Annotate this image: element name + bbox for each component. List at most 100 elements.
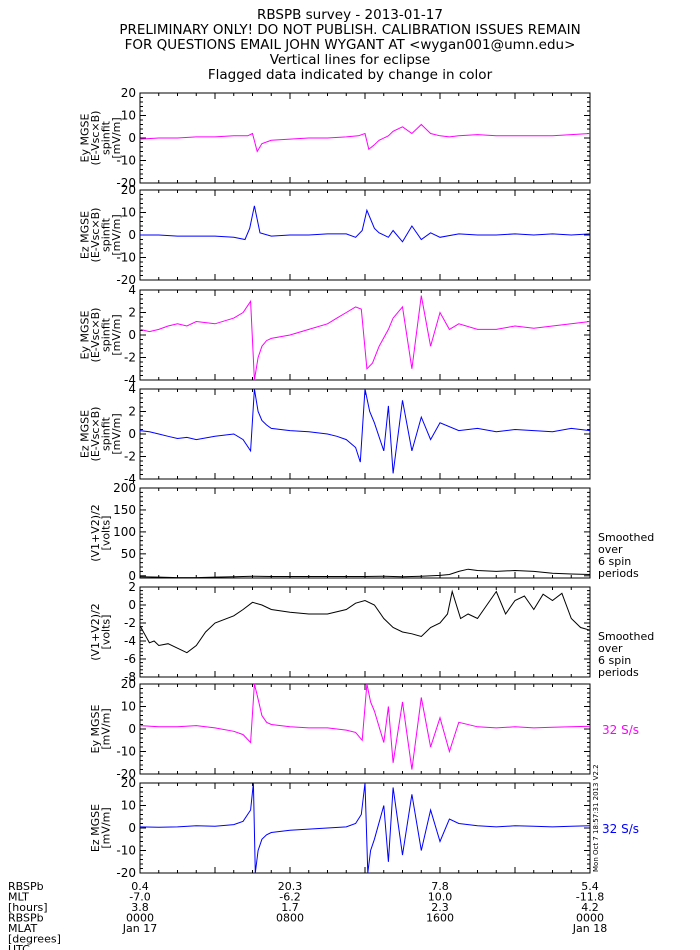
y-tick-label: 200 (113, 481, 136, 495)
title-line-3: FOR QUESTIONS EMAIL JOHN WYGANT AT <wyga… (124, 37, 576, 53)
y-axis-label-line: (E-Vsc×B) (89, 407, 102, 462)
panel-side-label: 32 S/s (602, 723, 639, 737)
panel-frame (139, 189, 591, 281)
panel-side-label: periods (598, 666, 639, 679)
title-line-2: PRELIMINARY ONLY! DO NOT PUBLISH. CALIBR… (119, 22, 581, 38)
y-tick-label: -10 (116, 251, 136, 265)
y-axis-label: Ey MGSE[mV/m] (89, 704, 113, 753)
y-axis-label-line: Ey MGSE (78, 113, 91, 162)
title-line-4: Vertical lines for eclipse (269, 52, 431, 68)
panel-side-label: Smoothed (598, 531, 654, 544)
y-tick-label: -20 (116, 866, 136, 880)
panel-side-label: periods (598, 567, 639, 580)
y-axis-label-line: [volts] (99, 615, 112, 650)
y-axis-label-line: spinfit (99, 217, 112, 252)
y-tick-label: 150 (113, 503, 136, 517)
y-tick-label: -6 (124, 652, 136, 666)
y-axis-label-line: (E-Vsc×B) (89, 308, 102, 363)
x-tick-label-mlat: -11.8 (576, 891, 604, 904)
y-tick-label: 20 (121, 86, 136, 100)
y-tick-label: -4 (124, 373, 136, 387)
y-tick-label: 2 (128, 405, 136, 419)
panel-frame (139, 289, 591, 381)
y-axis-label-line: (E-Vsc×B) (89, 111, 102, 166)
series-line (140, 205, 591, 243)
x-tick-label-mlt: 0.4 (131, 880, 149, 893)
panel-frame (139, 487, 591, 579)
y-tick-label: -2 (124, 351, 136, 365)
y-axis-label: Ez MGSE[mV/m] (89, 804, 113, 852)
x-tick-label-hours: 4.2 (581, 901, 599, 914)
panel-side-label: 32 S/s (602, 822, 639, 836)
series-line (139, 123, 591, 153)
x-tick-label-hours: 2.3 (431, 901, 449, 914)
y-axis-label-line: spinfit (99, 416, 112, 451)
x-tick-label-hours: 3.8 (131, 901, 149, 914)
y-axis-label-line: Ez MGSE (78, 211, 91, 259)
title-line-5: Flagged data indicated by change in colo… (207, 67, 493, 83)
y-tick-label: 2 (128, 306, 136, 320)
y-tick-label: 0 (128, 598, 136, 612)
axis-row-label: MLAT (8, 922, 38, 935)
x-tick-label-utc: 0000 (126, 912, 154, 925)
y-axis-label: Ez MGSE(E-Vsc×B)spinfit[mV/m] (78, 407, 123, 462)
y-tick-label: -2 (124, 616, 136, 630)
y-tick-label: -8 (124, 670, 136, 684)
y-tick-label: 0 (128, 427, 136, 441)
axis-row-label: [hours] (8, 901, 48, 914)
panel-side-label: 6 spin (598, 555, 631, 568)
axis-row-label: RBSPb (8, 912, 44, 925)
y-tick-label: 50 (121, 547, 136, 561)
y-axis-label: Ey MGSE(E-Vsc×B)spinfit[mV/m] (78, 111, 123, 166)
x-tick-label-mlat: 10.0 (428, 891, 453, 904)
series-line (139, 683, 591, 770)
x-tick-label-mlat: -6.2 (279, 891, 300, 904)
panel-side-label: Smoothed (598, 630, 654, 643)
x-tick-label-date: Jan 18 (572, 922, 607, 935)
y-tick-label: -4 (124, 634, 136, 648)
y-tick-label: 2 (128, 580, 136, 594)
y-axis-label-line: [mV/m] (99, 807, 112, 848)
panel-frame (139, 92, 591, 184)
y-tick-label: 0 (128, 131, 136, 145)
x-tick-label-utc: 0000 (576, 912, 604, 925)
series-line (139, 388, 591, 474)
y-axis-label-line: Ez MGSE (78, 410, 91, 458)
y-axis-label-line: (V1+V2)/2 (89, 603, 102, 661)
axis-row-label: MLT (8, 891, 29, 904)
axis-row-label: [degrees] (8, 933, 61, 946)
x-tick-label-hours: 1.7 (281, 901, 299, 914)
y-tick-label: 0 (128, 722, 136, 736)
x-tick-label-mlt: 20.3 (278, 880, 303, 893)
y-tick-label: 100 (113, 525, 136, 539)
y-tick-label: -20 (116, 176, 136, 190)
y-tick-label: 4 (128, 382, 136, 396)
y-tick-label: -10 (116, 154, 136, 168)
y-tick-label: 10 (121, 700, 136, 714)
series-line (139, 782, 591, 874)
y-tick-label: -20 (116, 767, 136, 781)
y-axis-label-line: spinfit (99, 317, 112, 352)
y-tick-label: 0 (128, 569, 136, 583)
y-tick-label: 0 (128, 228, 136, 242)
y-axis-label-line: spinfit (99, 120, 112, 155)
y-axis-label-line: Ey MGSE (78, 310, 91, 359)
series-line (139, 295, 591, 381)
axis-row-label: RBSPb (8, 880, 44, 893)
y-tick-label: 0 (128, 328, 136, 342)
x-tick-label-mlat: -7.0 (129, 891, 150, 904)
y-axis-label-line: [mV/m] (110, 314, 123, 355)
x-tick-label-utc: 0800 (276, 912, 304, 925)
x-tick-label-date: Jan 17 (122, 922, 157, 935)
y-axis-label-line: (E-Vsc×B) (89, 208, 102, 263)
y-axis-label: (V1+V2)/2[volts] (89, 504, 113, 562)
y-tick-label: 20 (121, 677, 136, 691)
panel-side-label: over (598, 642, 623, 655)
x-tick-label-utc: 1600 (426, 912, 454, 925)
y-tick-label: 20 (121, 183, 136, 197)
panel-frame (139, 388, 591, 480)
y-tick-label: -20 (116, 273, 136, 287)
panel-frame (139, 683, 591, 775)
y-axis-label: (V1+V2)/2[volts] (89, 603, 113, 661)
